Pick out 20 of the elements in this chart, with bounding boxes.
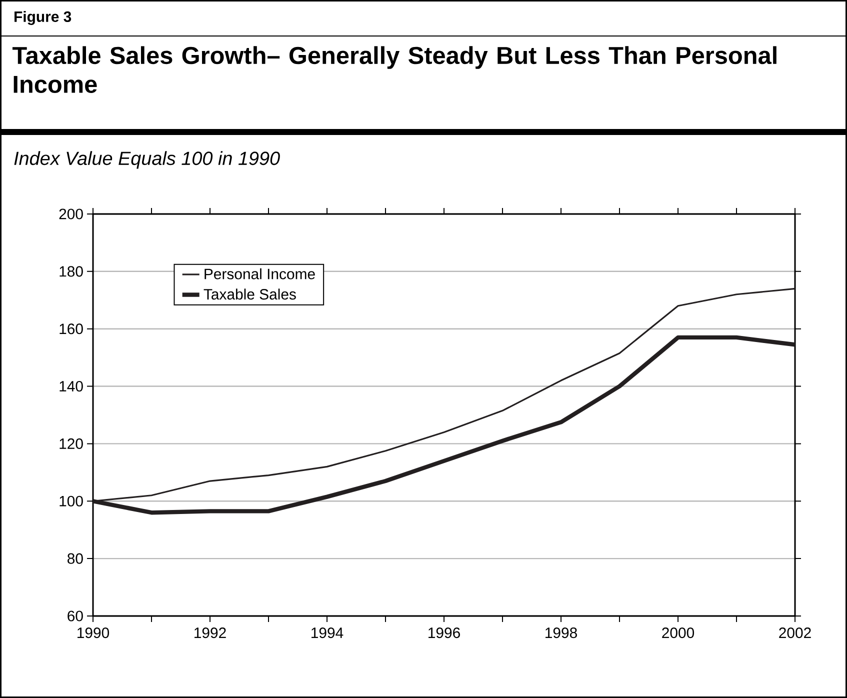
chart-subtitle: Index Value Equals 100 in 1990 <box>14 151 280 169</box>
x-tick-label: 2000 <box>662 628 694 638</box>
y-tick-label: 120 <box>60 438 83 449</box>
y-tick-label: 200 <box>59 208 83 220</box>
x-tick-label: 1990 <box>78 628 110 638</box>
y-tick-label: 80 <box>68 553 83 564</box>
x-tick-label: 1998 <box>546 628 577 638</box>
y-tick-label: 100 <box>60 496 83 506</box>
chart-title: Taxable Sales Growth– Generally Steady But Less Than Personal Income <box>12 46 776 93</box>
x-tick-label: 1996 <box>428 628 460 638</box>
caption: Figure 3 <box>14 10 72 25</box>
y-tick-label: 160 <box>60 324 83 334</box>
y-tick-label: 140 <box>60 380 83 392</box>
legend-label: Taxable Sales <box>204 288 296 300</box>
legend-label: Personal Income <box>204 268 315 280</box>
x-tick-label: 2002 <box>779 628 811 638</box>
x-tick-label: 1994 <box>312 628 344 638</box>
y-tick-label: 60 <box>68 610 83 622</box>
y-tick-label: 180 <box>60 266 83 277</box>
x-tick-label: 1992 <box>194 628 226 638</box>
